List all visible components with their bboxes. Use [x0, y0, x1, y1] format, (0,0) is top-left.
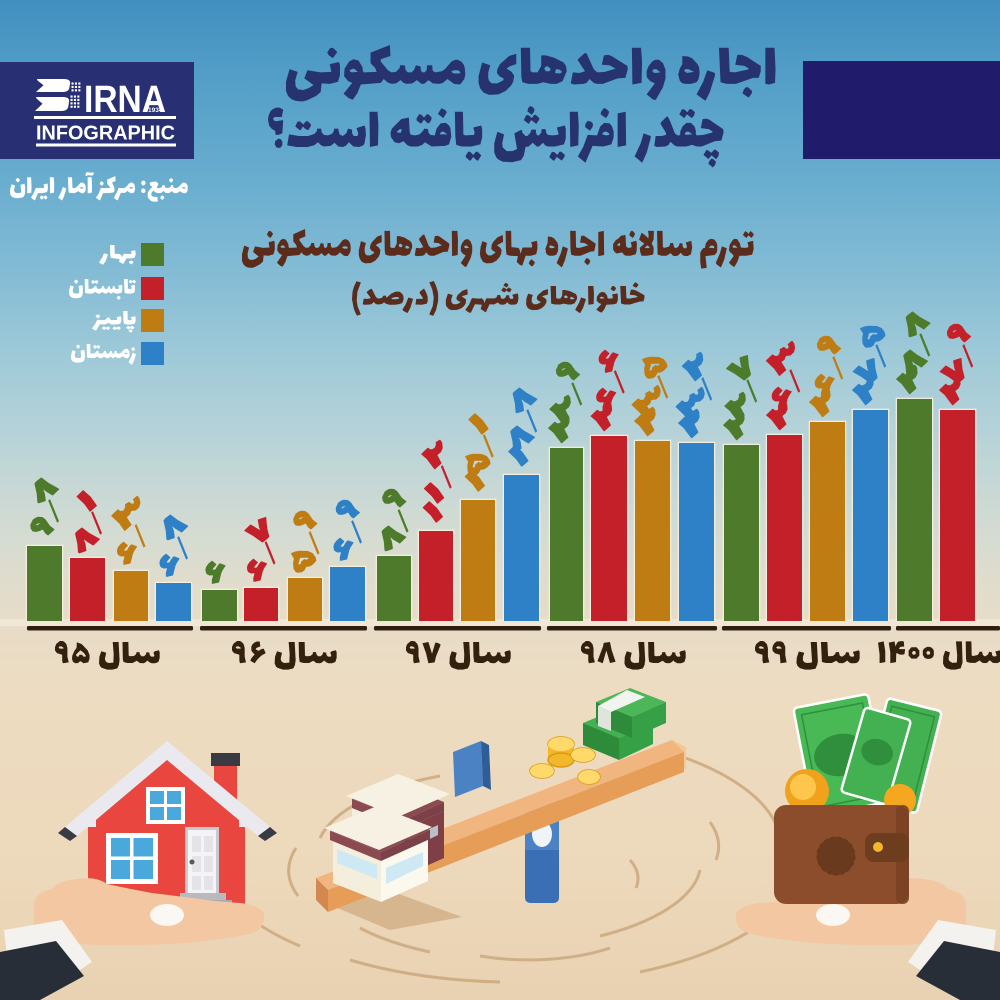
svg-text:IRNA: IRNA [84, 79, 166, 121]
svg-text:1934: 1934 [148, 107, 163, 114]
svg-text:INFOGRAPHIC: INFOGRAPHIC [36, 123, 175, 145]
